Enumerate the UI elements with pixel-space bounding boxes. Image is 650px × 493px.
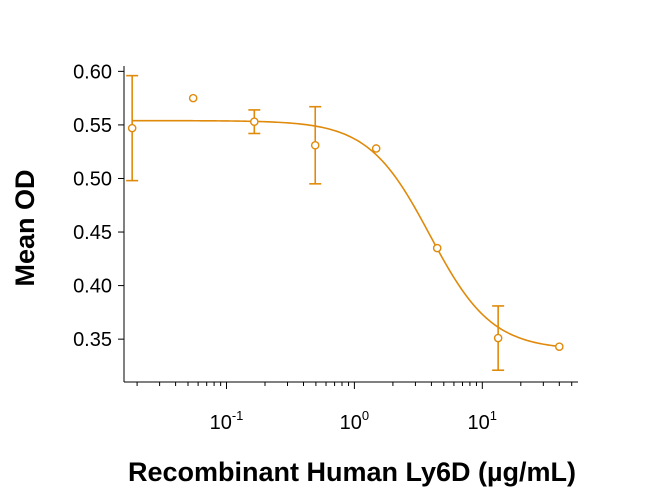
y-tick-label: 0.50 (73, 168, 112, 190)
x-tick-label: 100 (340, 408, 369, 434)
y-tick-label: 0.45 (73, 222, 112, 244)
fit-curve (132, 119, 560, 348)
x-tick-label: 101 (468, 408, 497, 434)
y-tick-label: 0.55 (73, 115, 112, 137)
error-bars (126, 74, 505, 372)
data-point (250, 117, 259, 127)
data-point (188, 93, 198, 103)
data-point (555, 342, 564, 351)
y-tick-label: 0.60 (73, 61, 112, 83)
axes: 0.35 0.40 0.45 0.50 0.55 0.60 10-1 100 101 (73, 61, 578, 434)
data-point (127, 123, 137, 133)
data-point (310, 140, 320, 150)
x-axis-title: Recombinant Human Ly6D (µg/mL) (128, 457, 576, 487)
data-point (432, 243, 442, 253)
y-tick-label: 0.35 (73, 329, 112, 351)
data-point (493, 333, 503, 343)
x-tick-label: 10-1 (210, 408, 244, 434)
data-points (127, 93, 564, 351)
data-point (371, 144, 381, 153)
fit-curve-group (132, 119, 560, 348)
y-tick-label: 0.40 (73, 276, 112, 298)
y-axis-title: Mean OD (10, 169, 40, 286)
